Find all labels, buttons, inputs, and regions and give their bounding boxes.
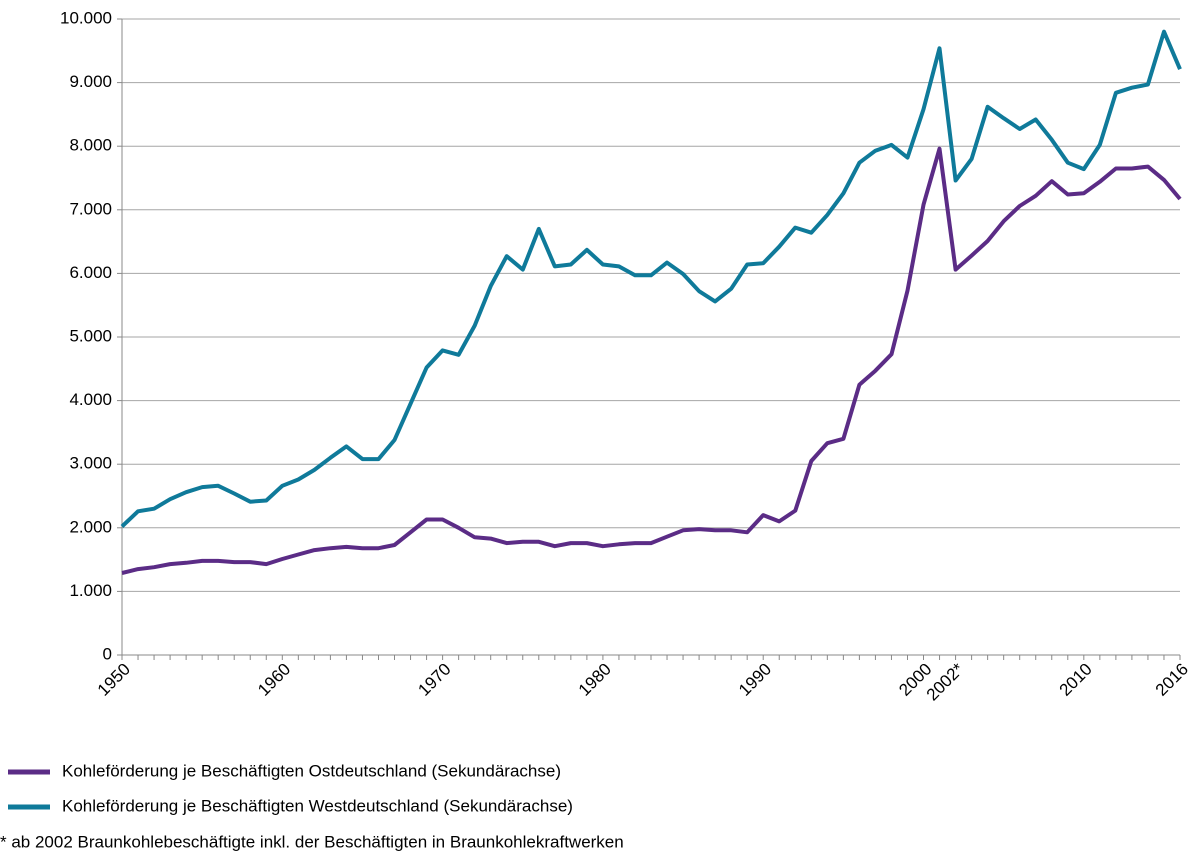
series-line	[120, 29, 1182, 528]
x-tick-label: 2016	[1152, 660, 1192, 700]
x-tick-label: 1950	[94, 660, 134, 700]
x-tick-label: 1970	[414, 660, 454, 700]
x-tick-label: 1990	[735, 660, 775, 700]
y-tick-label: 7.000	[69, 199, 112, 218]
y-tick-label: 2.000	[69, 517, 112, 536]
x-tick-label: 2010	[1056, 660, 1096, 700]
y-tick-label: 9.000	[69, 72, 112, 91]
series-line	[121, 146, 1182, 575]
footnote: * ab 2002 Braunkohlebeschäftigte inkl. d…	[0, 832, 624, 851]
y-tick-label: 5.000	[69, 326, 112, 345]
y-tick-label: 3.000	[69, 454, 112, 473]
y-tick-label: 4.000	[69, 390, 112, 409]
y-tick-label: 10.000	[60, 8, 112, 27]
x-tick-label: 1980	[575, 660, 615, 700]
y-tick-label: 0	[103, 644, 112, 663]
y-tick-label: 8.000	[69, 136, 112, 155]
x-tick-label: 1960	[254, 660, 294, 700]
legend-label: Kohleförderung je Beschäftigten Ostdeuts…	[62, 761, 561, 780]
y-tick-label: 6.000	[69, 263, 112, 282]
y-tick-label: 1.000	[69, 581, 112, 600]
legend-label: Kohleförderung je Beschäftigten Westdeut…	[62, 796, 573, 815]
x-tick-label: 2002*	[923, 659, 968, 704]
